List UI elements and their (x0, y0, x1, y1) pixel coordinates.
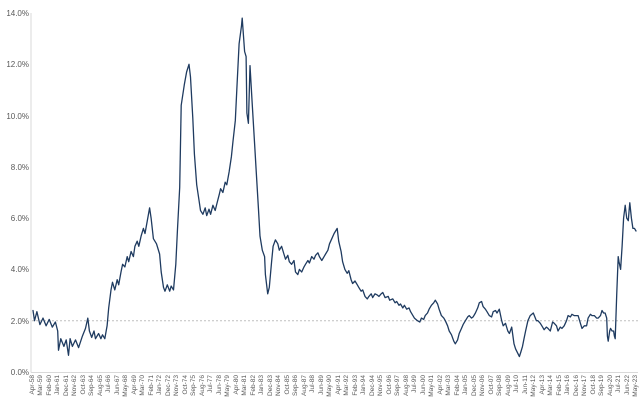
x-axis-tick-label: Dec-94 (368, 375, 376, 396)
x-axis-tick-label: Jul-10 (513, 375, 521, 393)
x-axis-tick-label: Nov-73 (173, 375, 181, 396)
x-axis-tick-label: Feb-15 (555, 375, 563, 396)
x-axis-tick-label: Oct-74 (181, 375, 189, 395)
x-axis-tick-label: Sep-19 (598, 375, 606, 396)
x-axis-tick-label: Oct-07 (487, 375, 495, 395)
x-axis-tick-label: Aug-76 (198, 375, 206, 396)
x-axis-tick-label: Sep-08 (496, 375, 504, 396)
x-axis-tick-label: Dec-83 (266, 375, 274, 396)
x-axis-tick-label: Sep-86 (292, 375, 300, 396)
x-axis-tick-label: Oct-63 (79, 375, 87, 395)
x-axis-tick-label: Dec-16 (572, 375, 580, 396)
y-axis-tick-label: 12.0% (6, 60, 29, 70)
x-axis-tick-label: Jan-83 (258, 375, 266, 395)
x-axis-tick-label: Mar-70 (139, 375, 147, 396)
x-axis-tick-label: Aug-20 (606, 375, 614, 396)
x-axis-tick-label: Dec-61 (62, 375, 70, 396)
x-axis-tick-label: Apr-80 (232, 375, 240, 395)
x-axis-tick-label: May-01 (428, 375, 436, 397)
x-axis-tick-label: Apr-02 (436, 375, 444, 395)
x-axis-tick-label: Apr-91 (334, 375, 342, 395)
x-axis-tick-label: May-23 (632, 375, 639, 397)
x-axis-tick-label: Mar-59 (37, 375, 45, 396)
x-axis-tick-label: Nov-17 (581, 375, 589, 396)
x-axis-tick-label: May-12 (530, 375, 538, 397)
x-axis-tick-label: Sep-75 (190, 375, 198, 396)
x-axis-tick-label: Apr-13 (538, 375, 546, 395)
x-axis-tick-label: Jul-66 (105, 375, 113, 393)
x-axis-tick-label: Jan-94 (360, 375, 368, 395)
x-axis-tick-label: Jan-72 (156, 375, 164, 395)
x-axis-tick-label: Aug-65 (96, 375, 104, 396)
x-axis-tick-label: May-79 (224, 375, 232, 397)
x-axis-tick-label: Jun-00 (419, 375, 427, 395)
x-axis-tick-label: Feb-04 (453, 375, 461, 396)
x-axis-tick-label: Jul-88 (309, 375, 317, 393)
x-axis-tick-label: Dec-72 (164, 375, 172, 396)
x-axis-tick-label: Oct-18 (589, 375, 597, 395)
x-axis-tick-label: Mar-81 (241, 375, 249, 396)
x-axis-tick-label: Jun-89 (317, 375, 325, 395)
x-axis-tick-label: Jan-16 (564, 375, 572, 395)
x-axis-tick-label: Jun-11 (521, 375, 529, 395)
x-axis-tick-label: Jan-61 (54, 375, 62, 395)
x-axis-tick-label: Sep-64 (88, 375, 96, 396)
y-axis-tick-label: 14.0% (6, 9, 29, 18)
x-axis-tick-label: Jun-22 (623, 375, 631, 395)
x-axis-tick-label: May-90 (326, 375, 334, 397)
x-axis-tick-label: Dec-05 (470, 375, 478, 396)
x-axis-tick-label: Aug-09 (504, 375, 512, 396)
y-axis-tick-label: 10.0% (6, 111, 29, 121)
x-axis-tick-label: Nov-62 (71, 375, 79, 396)
x-axis-tick-label: Feb-60 (45, 375, 53, 396)
y-axis-tick-label: 4.0% (10, 265, 29, 275)
x-axis-tick-label: Nov-06 (479, 375, 487, 396)
x-axis-tick-label: Feb-82 (249, 375, 257, 396)
x-axis-tick-label: Jun-67 (113, 375, 121, 395)
x-axis-tick-label: May-68 (122, 375, 130, 397)
x-axis-tick-label: Oct-85 (283, 375, 291, 395)
x-axis-tick-label: Feb-93 (351, 375, 359, 396)
y-axis-tick-label: 0.0% (10, 368, 29, 377)
x-axis-tick-label: Apr-58 (29, 375, 36, 395)
x-axis-tick-label: Feb-71 (147, 375, 155, 396)
y-axis-tick-label: 8.0% (10, 162, 29, 172)
x-axis-tick-label: Jul-21 (615, 375, 622, 393)
x-axis-tick-label: Aug-87 (300, 375, 308, 396)
y-axis-tick-label: 6.0% (10, 214, 29, 224)
x-axis-tick-label: Jul-99 (411, 375, 419, 393)
x-axis-tick-label: Nov-95 (377, 375, 385, 396)
x-axis-tick-label: Jul-77 (207, 375, 215, 393)
x-axis-tick-label: Mar-03 (445, 375, 453, 396)
x-axis-tick-label: Jun-78 (215, 375, 223, 395)
x-axis-tick-label: Nov-84 (275, 375, 283, 396)
x-axis-tick-label: Aug-98 (402, 375, 410, 396)
x-axis-tick-label: Mar-92 (343, 375, 351, 396)
x-axis-tick-label: Oct-96 (385, 375, 393, 395)
x-axis-tick-label: Sep-97 (394, 375, 402, 396)
data-line-series (32, 17, 637, 358)
x-axis-tick-label: Apr-69 (130, 375, 138, 395)
x-axis-tick-label: Jan-05 (462, 375, 470, 395)
y-axis-tick-label: 2.0% (10, 316, 29, 326)
x-axis-tick-label: Mar-14 (547, 375, 555, 396)
